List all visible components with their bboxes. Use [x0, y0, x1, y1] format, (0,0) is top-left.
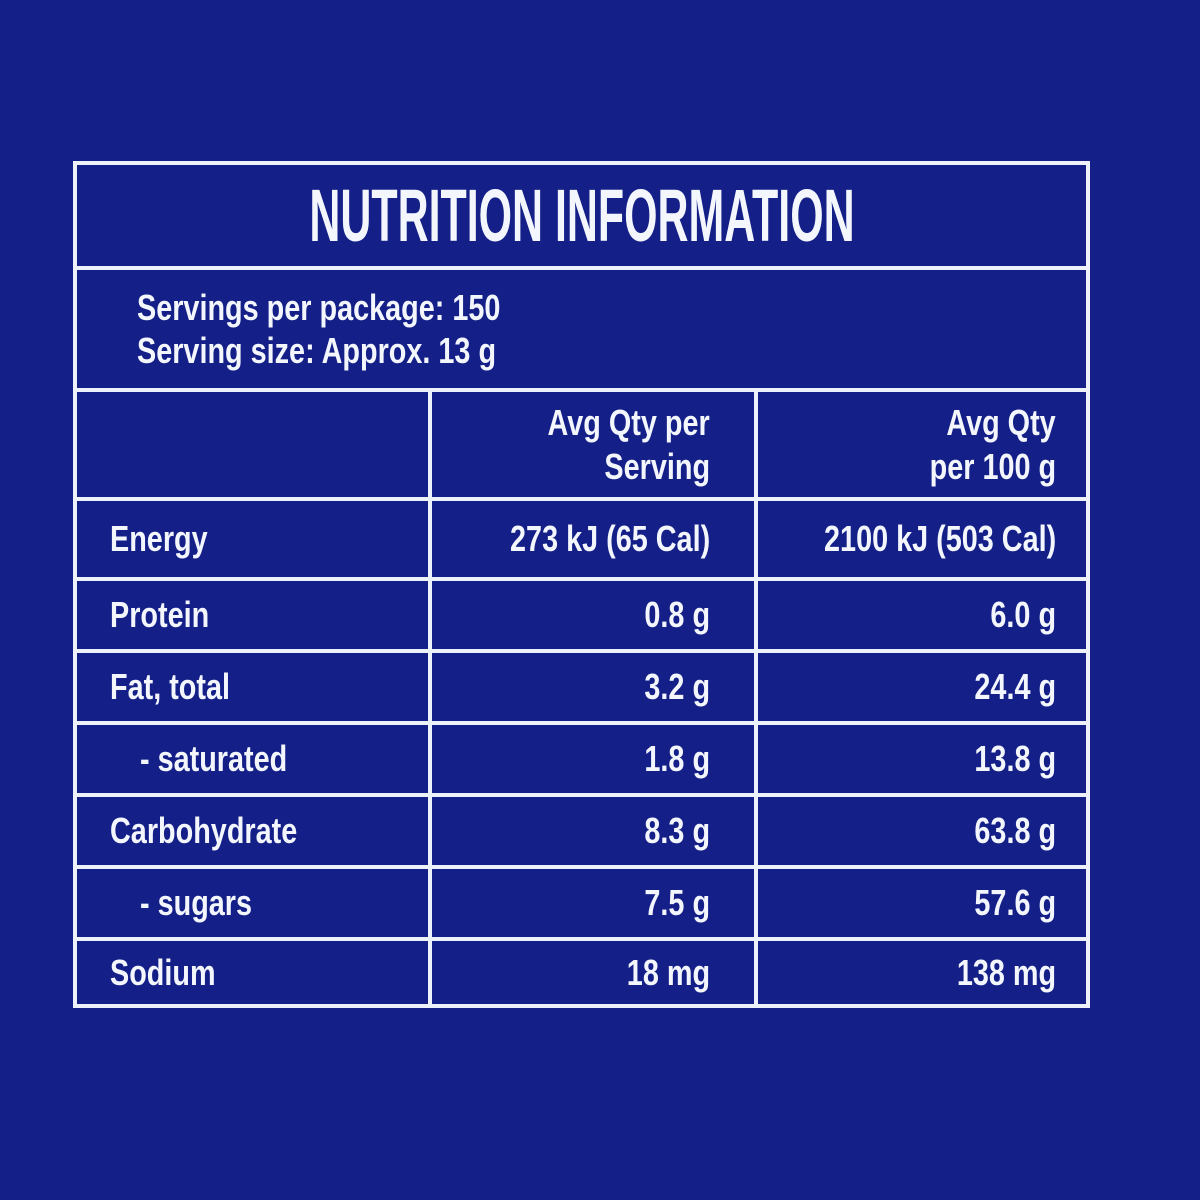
col-100g-header-line1: Avg Qty [946, 402, 1056, 444]
fat-per-100g-value: 24.4 g [758, 653, 1086, 721]
carbohydrate-per-100g-value: 63.8 g [758, 797, 1086, 865]
col-serving-header-line1: Avg Qty per [547, 402, 710, 444]
row-label-saturated: - saturated [77, 725, 428, 793]
col-100g-header-line2: per 100 g [929, 445, 1056, 487]
sodium-per-100g-value: 138 mg [758, 941, 1086, 1004]
title-row: NUTRITION INFORMATION [77, 165, 1086, 266]
nutrition-information-table: NUTRITION INFORMATION Servings per packa… [73, 161, 1090, 1008]
row-label-sodium: Sodium [77, 941, 428, 1004]
column-header-avg-qty-per-100g: Avg Qty per 100 g [758, 392, 1086, 497]
energy-per-100g-value: 2100 kJ (503 Cal) [758, 501, 1086, 577]
col-serving-header-line2: Serving [604, 445, 710, 487]
row-label-carbohydrate: Carbohydrate [77, 797, 428, 865]
serving-size-text: Serving size: Approx. 13 g [137, 330, 497, 371]
page-title: NUTRITION INFORMATION [308, 174, 855, 257]
servings-per-package-text: Servings per package: 150 [137, 286, 501, 328]
carbohydrate-per-serving-value: 8.3 g [432, 797, 754, 865]
serving-info-row: Servings per package: 150 Serving size: … [77, 270, 1086, 388]
saturated-per-100g-value: 13.8 g [758, 725, 1086, 793]
sugars-per-100g-value: 57.6 g [758, 869, 1086, 937]
sodium-per-serving-value: 18 mg [432, 941, 754, 1004]
protein-per-100g-value: 6.0 g [758, 581, 1086, 649]
row-label-sugars: - sugars [77, 869, 428, 937]
sugars-per-serving-value: 7.5 g [432, 869, 754, 937]
row-label-energy: Energy [77, 501, 428, 577]
header-empty-cell [77, 392, 428, 497]
energy-per-serving-value: 273 kJ (65 Cal) [432, 501, 754, 577]
protein-per-serving-value: 0.8 g [432, 581, 754, 649]
column-header-avg-qty-per-serving: Avg Qty per Serving [432, 392, 754, 497]
fat-per-serving-value: 3.2 g [432, 653, 754, 721]
saturated-per-serving-value: 1.8 g [432, 725, 754, 793]
row-label-protein: Protein [77, 581, 428, 649]
row-label-fat-total: Fat, total [77, 653, 428, 721]
